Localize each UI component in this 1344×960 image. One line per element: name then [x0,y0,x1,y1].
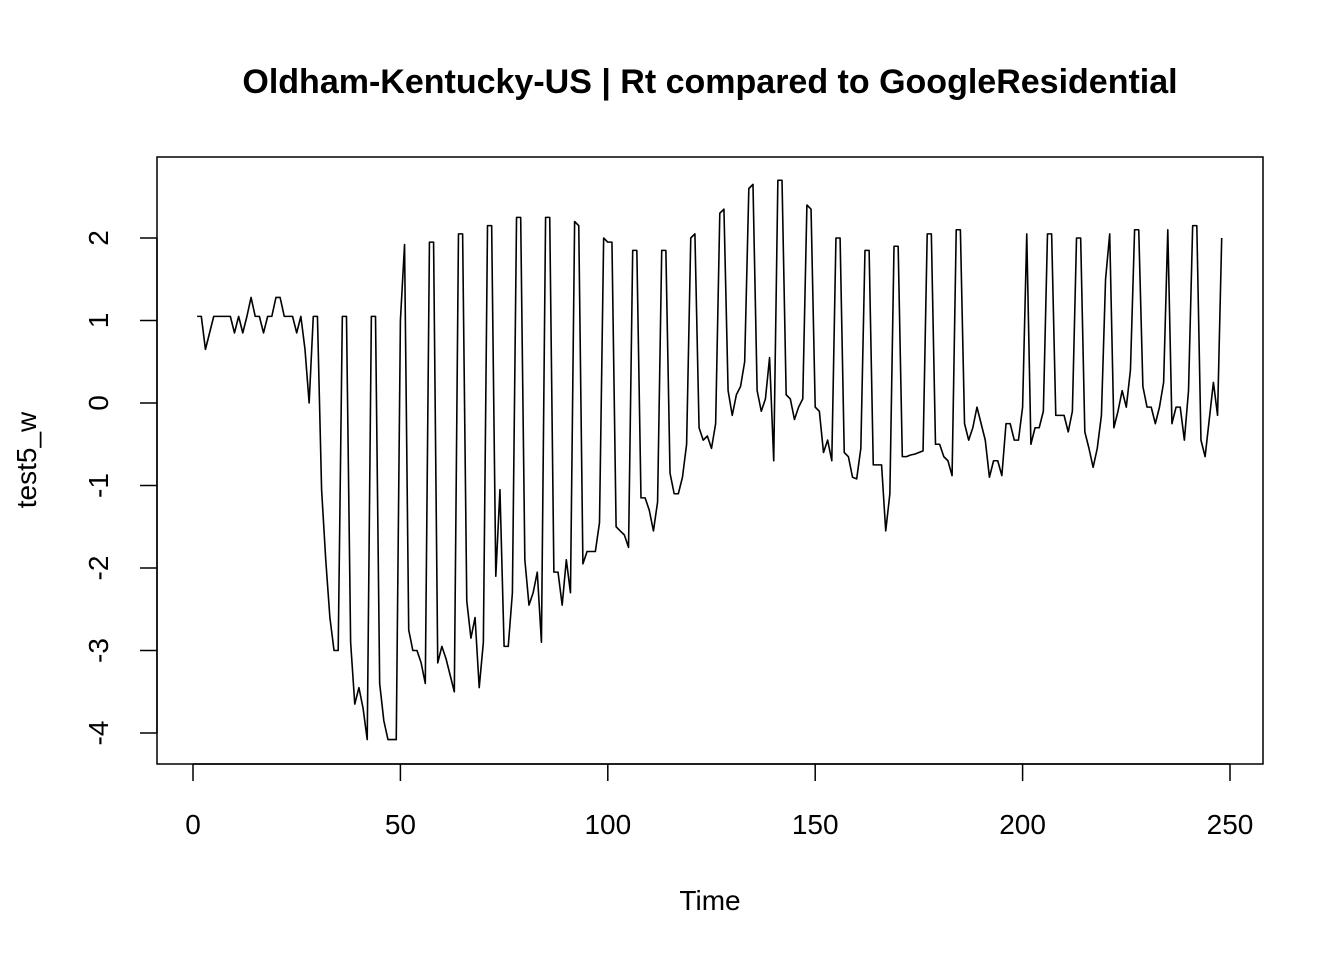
x-tick-label: 50 [385,809,416,840]
x-tick-label: 100 [584,809,631,840]
y-tick-label: -4 [83,721,114,746]
y-tick-label: -3 [83,638,114,663]
series-line [197,179,1223,741]
chart-title: Oldham-Kentucky-US | Rt compared to Goog… [242,63,1177,101]
x-axis: 0 50 100 150 200 250 [185,763,1254,840]
x-tick-label: 250 [1207,809,1254,840]
y-tick-label: 2 [83,230,114,246]
y-axis-label: test5_w [11,411,42,508]
x-tick-label: 0 [185,809,201,840]
plot-frame [156,156,1264,765]
y-axis: -4 -3 -2 -1 0 1 2 [83,230,158,746]
x-axis-label: Time [679,885,740,916]
y-tick-label: 0 [83,395,114,411]
series-layer [197,179,1223,741]
y-tick-label: 1 [83,313,114,329]
x-tick-label: 200 [999,809,1046,840]
y-tick-label: -1 [83,473,114,498]
x-tick-label: 150 [792,809,839,840]
y-tick-label: -2 [83,556,114,581]
